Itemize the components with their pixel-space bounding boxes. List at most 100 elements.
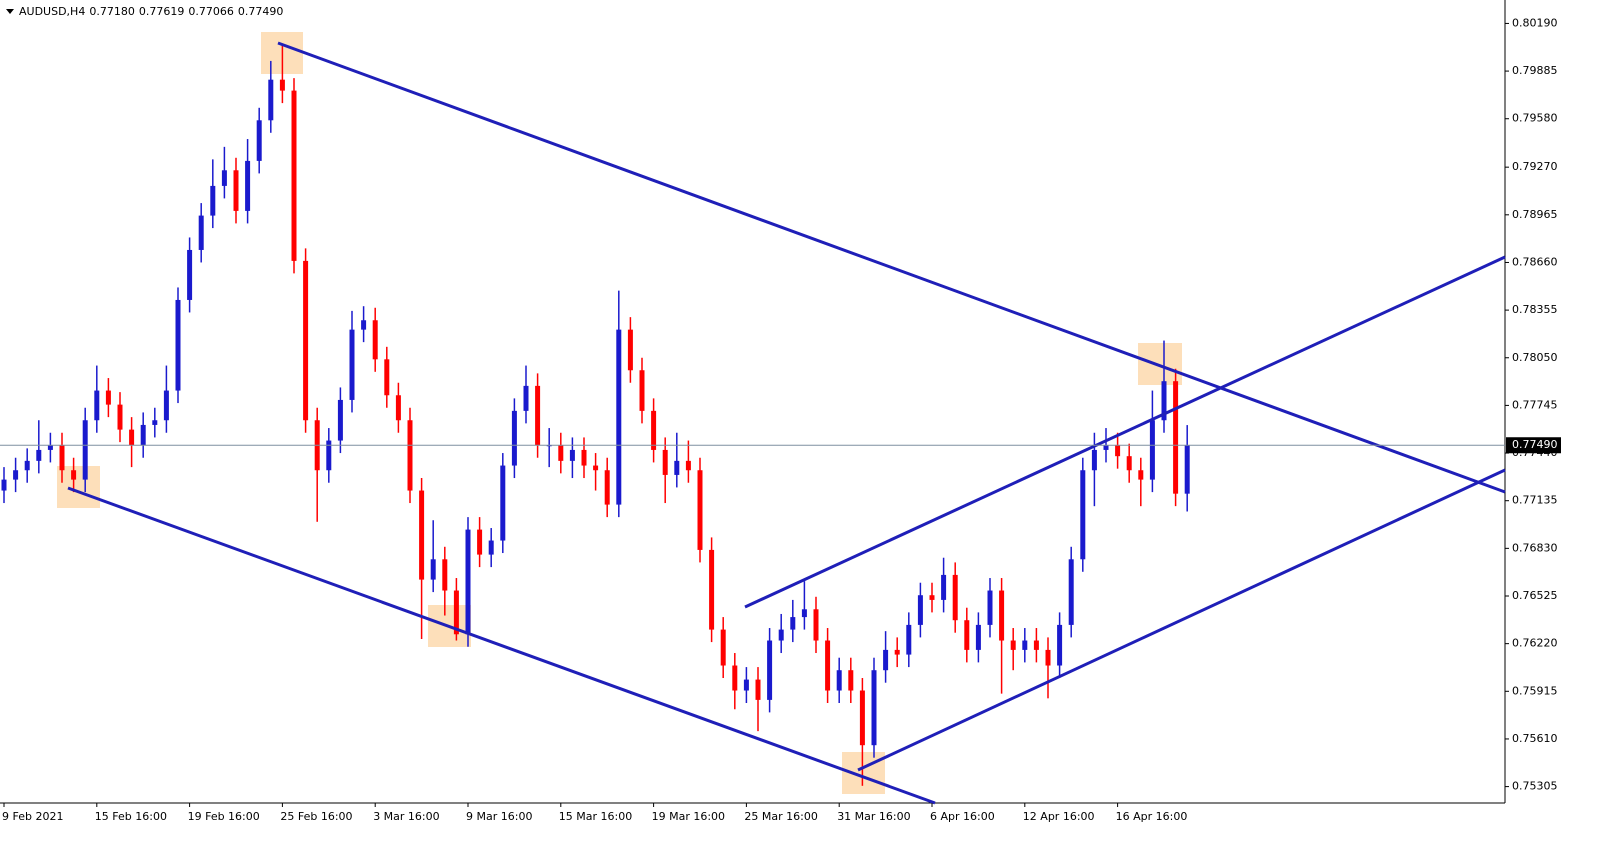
high-label: 0.77619 [139,5,185,18]
candle-body [337,399,343,441]
candle-body [465,529,471,635]
candle-body [616,329,622,505]
candle-body [755,679,761,700]
y-tick-label: 0.77745 [1512,398,1558,411]
candle-body [511,410,517,466]
candle-body [859,690,865,746]
y-tick-label: 0.79885 [1512,64,1558,77]
candle-body [245,160,251,211]
candle-body [419,490,425,580]
candle-body [1103,445,1109,450]
candle-body [349,329,355,400]
candle-body [720,629,726,666]
x-tick-label: 6 Apr 16:00 [930,810,995,823]
x-tick-label: 19 Feb 16:00 [188,810,260,823]
candle-body [674,460,680,475]
candle-body [778,629,784,641]
candle-body [1010,640,1016,650]
y-tick-label: 0.79270 [1512,160,1558,173]
candle-body [1091,449,1097,471]
candle-body [871,670,877,746]
x-tick-label: 31 Mar 16:00 [837,810,910,823]
y-tick-label: 0.80190 [1512,16,1558,29]
candle-body [975,624,981,650]
candle-body [987,590,993,625]
marks [1,45,1190,786]
candle-body [1057,624,1063,666]
candle-body [929,595,935,600]
candle-body [558,445,564,461]
candle-body [129,429,135,446]
y-tick-label: 0.76525 [1512,589,1558,602]
x-tick-label: 15 Mar 16:00 [559,810,632,823]
candle-body [210,185,216,216]
candle-body [221,170,227,186]
candle-body [1033,640,1039,650]
candle-body [569,449,575,461]
candle-body [36,449,42,461]
y-tick-label: 0.78965 [1512,208,1558,221]
menu-arrow[interactable] [6,9,14,14]
candle-body [326,440,332,471]
candle-body [442,559,448,591]
candle-body [523,385,529,411]
candle-body [198,215,204,250]
y-tick-label: 0.79580 [1512,112,1558,125]
candle-body [384,359,390,396]
trend-line [277,41,1506,494]
candle-body [407,420,413,491]
candle-body [1173,381,1179,494]
candle-body [59,445,65,471]
candle-body [651,410,657,450]
candle-body [1080,470,1086,560]
candle-body [430,559,436,580]
x-tick-label: 25 Feb 16:00 [280,810,352,823]
candle-body [906,624,912,655]
candle-body [488,540,494,555]
candle-body [941,574,947,600]
x-tick-label: 12 Apr 16:00 [1023,810,1095,823]
candle-body [627,329,633,371]
candle-body [256,120,262,161]
candle-body [1126,456,1132,471]
candle-body [604,470,610,505]
y-tick-label: 0.76830 [1512,541,1558,554]
low-label: 0.77066 [188,5,234,18]
y-tick-label: 0.78355 [1512,303,1558,316]
x-tick-label: 25 Mar 16:00 [744,810,817,823]
candle-body [140,424,146,446]
zone [57,466,100,508]
trend-line [857,468,1506,772]
x-tick-label: 16 Apr 16:00 [1116,810,1188,823]
candle-body [1138,470,1144,480]
candle-body [767,640,773,700]
y-tick-label: 0.75610 [1512,732,1558,745]
candle-body [697,470,703,550]
candle-body [732,665,738,691]
candle-body [395,395,401,421]
candle-body [743,679,749,691]
candle-body [836,670,842,691]
candle-body [1022,640,1028,650]
candle-body [1184,445,1190,494]
candle-body [999,590,1005,641]
candle-body [175,299,181,391]
candle-body [662,449,668,475]
y-tick-label: 0.76220 [1512,637,1558,650]
candle-body [1,479,7,491]
chart-header: AUDUSD,H4 0.77180 0.77619 0.77066 0.77490 [19,5,283,18]
candle-body [639,370,645,411]
close-label: 0.77490 [238,5,284,18]
candle-body [593,465,599,471]
candle-body [361,320,367,330]
candle-body [233,170,239,211]
candle-body [709,549,715,630]
candle-body [1068,559,1074,625]
candle-body [883,649,889,671]
candle-body [291,90,297,261]
candle-body [894,649,900,655]
trend-line [67,486,936,805]
x-tick-label: 15 Feb 16:00 [95,810,167,823]
symbol: AUDUSD,H4 [19,5,85,18]
